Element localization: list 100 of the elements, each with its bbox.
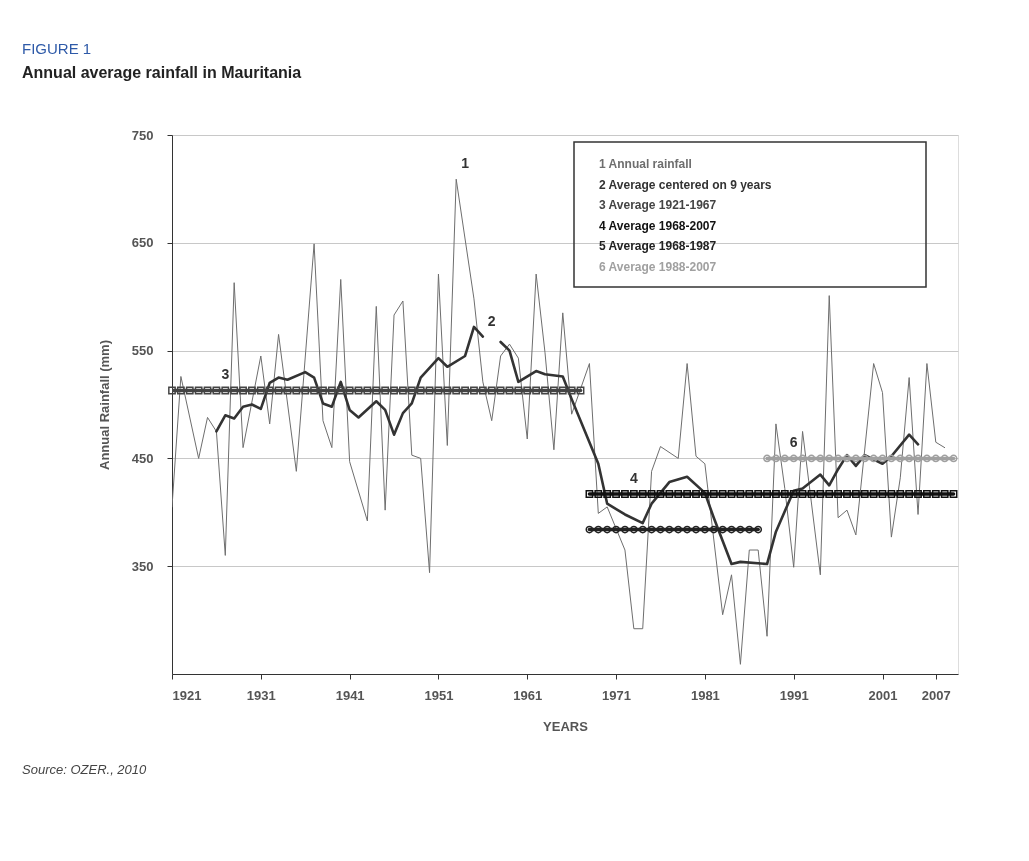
x-tick-label: 2007 <box>921 687 951 703</box>
point <box>230 386 239 395</box>
x-tick-label: 1971 <box>602 687 632 703</box>
y-tick-label: 450 <box>131 450 154 466</box>
line-series <box>172 178 946 665</box>
point <box>807 490 816 498</box>
point <box>345 386 354 395</box>
annotation: 1 <box>461 155 470 172</box>
x-tick-label: 1951 <box>424 687 454 703</box>
point <box>647 490 656 498</box>
point <box>381 386 390 395</box>
x-tick-label: 1931 <box>246 687 276 703</box>
point <box>665 490 674 498</box>
point <box>541 386 549 395</box>
x-tick-label: 1981 <box>690 687 720 703</box>
point <box>629 525 638 534</box>
point <box>709 525 718 534</box>
point <box>860 490 869 498</box>
point <box>594 525 603 534</box>
point <box>585 525 594 534</box>
point <box>834 490 843 498</box>
point <box>168 386 176 395</box>
point <box>638 490 647 498</box>
point <box>176 386 185 395</box>
point <box>621 490 629 498</box>
point <box>301 386 310 395</box>
point <box>674 525 683 534</box>
point <box>363 386 372 395</box>
x-tick-label: 1991 <box>779 687 809 703</box>
point <box>700 525 709 534</box>
point <box>549 386 558 395</box>
point <box>860 454 869 463</box>
point <box>745 490 754 498</box>
point <box>194 386 203 395</box>
point <box>621 525 629 534</box>
point <box>425 386 434 395</box>
point <box>647 525 656 534</box>
point <box>745 525 754 534</box>
point <box>727 490 736 498</box>
point <box>834 454 843 463</box>
point <box>443 386 452 395</box>
point <box>887 454 896 463</box>
point <box>736 525 745 534</box>
point <box>212 386 221 395</box>
point <box>807 454 816 463</box>
point <box>905 490 914 498</box>
point <box>638 525 647 534</box>
point <box>603 490 612 498</box>
annotation: 2 <box>487 312 496 329</box>
point <box>914 454 922 463</box>
text: 2 Average centered on 9 years <box>599 177 772 192</box>
y-tick-label: 550 <box>131 343 154 359</box>
point <box>203 386 212 395</box>
point <box>718 525 727 534</box>
point <box>674 490 683 498</box>
point <box>372 386 381 395</box>
point <box>594 490 603 498</box>
x-tick-label: 1941 <box>335 687 365 703</box>
point <box>789 454 798 463</box>
point <box>914 490 922 498</box>
point <box>896 454 905 463</box>
point <box>825 454 834 463</box>
point <box>940 454 949 463</box>
point <box>496 386 505 395</box>
point <box>576 386 585 395</box>
point <box>763 454 771 463</box>
point <box>265 386 274 395</box>
point <box>843 490 851 498</box>
point <box>692 490 700 498</box>
point <box>789 490 798 498</box>
y-tick-label: 750 <box>131 127 154 143</box>
point <box>567 386 576 395</box>
point <box>274 386 283 395</box>
y-axis-title: Annual Rainfall (mm) <box>96 339 112 471</box>
point <box>816 490 825 498</box>
point <box>718 490 727 498</box>
point <box>585 490 594 498</box>
x-tick-label: 1961 <box>513 687 543 703</box>
point <box>709 490 718 498</box>
annotation: 3 <box>221 366 230 383</box>
point <box>239 386 247 395</box>
x-tick-label: 1921 <box>172 687 202 703</box>
point <box>692 525 700 534</box>
point <box>532 386 541 395</box>
point <box>416 386 425 395</box>
point <box>221 386 230 395</box>
text: 5 Average 1968-1987 <box>599 239 717 253</box>
point <box>390 386 398 395</box>
point <box>452 386 461 395</box>
point <box>772 490 780 498</box>
point <box>727 525 736 534</box>
annotation: 4 <box>629 469 638 486</box>
point <box>656 525 665 534</box>
point <box>878 490 887 498</box>
annotation: 6 <box>789 434 798 451</box>
point <box>931 490 940 498</box>
point <box>354 386 363 395</box>
point <box>931 454 940 463</box>
point <box>905 454 914 463</box>
point <box>851 454 860 463</box>
